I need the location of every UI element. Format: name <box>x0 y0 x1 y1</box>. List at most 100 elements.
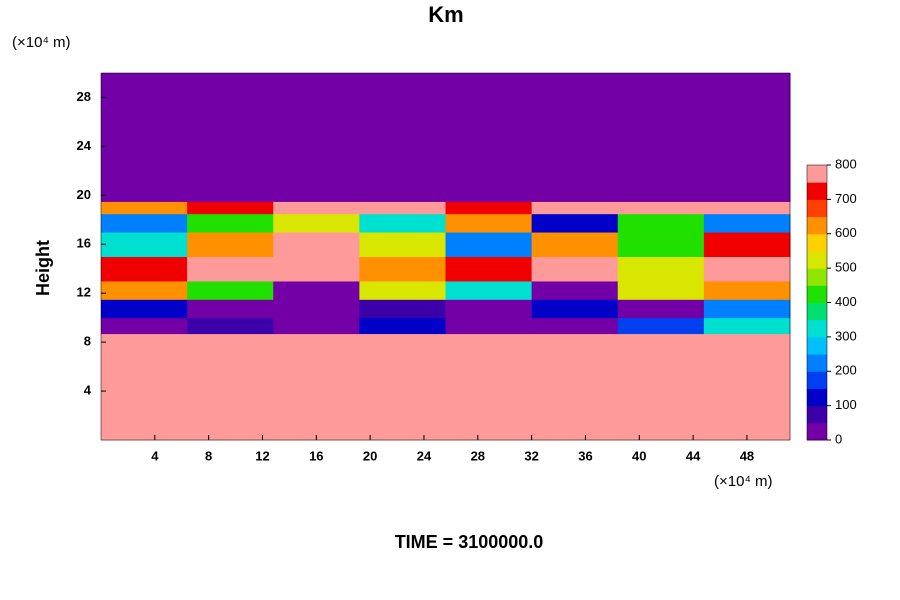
cell <box>617 232 705 257</box>
colorbar-tick-label: 400 <box>835 294 857 309</box>
cell <box>359 280 446 300</box>
cell <box>703 317 791 335</box>
cell <box>445 299 533 319</box>
colorbar-tick-label: 600 <box>835 225 857 240</box>
colorbar-tick-label: 0 <box>835 431 842 446</box>
colorbar-tick-label: 800 <box>835 156 857 171</box>
plot-frame <box>100 72 791 441</box>
y-tick-label: 28 <box>77 89 91 104</box>
x-tick-label: 28 <box>471 448 485 463</box>
cell <box>617 317 705 335</box>
colorbar-swatch <box>807 182 827 200</box>
colorbar-swatch <box>807 268 827 286</box>
cell <box>703 201 791 215</box>
colorbar-tick-label: 300 <box>835 328 857 343</box>
cell <box>101 256 188 282</box>
cell <box>359 333 446 441</box>
x-tick-label: 8 <box>205 448 212 463</box>
colorbar-swatch <box>807 405 827 424</box>
cell <box>187 333 274 441</box>
colorbar-swatch <box>807 319 827 338</box>
x-tick-label: 4 <box>151 448 159 463</box>
cell <box>445 317 533 335</box>
colorbar-swatch <box>807 371 827 389</box>
x-tick-label: 12 <box>255 448 269 463</box>
x-tick-label: 24 <box>417 448 432 463</box>
cell <box>531 280 619 300</box>
cell <box>359 256 446 282</box>
colorbar-swatch <box>807 388 827 407</box>
colorbar-tick-label: 700 <box>835 191 857 206</box>
cell <box>703 232 791 257</box>
cell <box>187 213 274 233</box>
x-tick-label: 36 <box>578 448 592 463</box>
cell <box>101 299 188 319</box>
cell <box>187 232 274 257</box>
cell <box>273 256 360 282</box>
cell <box>101 213 188 233</box>
x-tick-label: 40 <box>632 448 646 463</box>
cell <box>359 299 446 319</box>
cell <box>703 73 791 202</box>
cell <box>445 213 533 233</box>
y-tick-label: 4 <box>84 383 92 398</box>
colorbar-swatch <box>807 336 827 355</box>
cell <box>359 232 446 257</box>
y-tick-label: 20 <box>77 187 91 202</box>
colorbar-swatch <box>807 216 827 235</box>
y-label: Height <box>33 240 53 296</box>
cell <box>187 201 274 215</box>
cell <box>531 201 619 215</box>
cell <box>617 73 705 202</box>
cell <box>101 201 188 215</box>
x-tick-label: 16 <box>309 448 323 463</box>
x-tick-label: 20 <box>363 448 377 463</box>
cell <box>101 280 188 300</box>
colorbar-swatch <box>807 233 827 252</box>
cell <box>617 299 705 319</box>
y-tick-label: 8 <box>84 334 91 349</box>
colorbar-swatch <box>807 199 827 218</box>
cell <box>359 201 446 215</box>
colorbar-tick-label: 500 <box>835 260 857 275</box>
chart-title: Km <box>428 2 463 27</box>
cell <box>703 256 791 282</box>
cell <box>273 232 360 257</box>
cell <box>101 333 188 441</box>
cell <box>273 299 360 319</box>
footer: TIME = 3100000.0 <box>395 532 544 552</box>
cell <box>187 299 274 319</box>
colorbar-swatch <box>807 165 827 183</box>
cell <box>187 280 274 300</box>
cell <box>359 213 446 233</box>
y-unit: (×10⁴ m) <box>12 34 71 51</box>
cell <box>445 73 533 202</box>
cell <box>703 213 791 233</box>
cell <box>703 280 791 300</box>
cell <box>273 333 360 441</box>
cell <box>187 256 274 282</box>
x-tick-label: 44 <box>686 448 701 463</box>
cell <box>531 232 619 257</box>
cell <box>617 280 705 300</box>
x-tick-label: 48 <box>740 448 754 463</box>
cell <box>273 201 360 215</box>
colorbar-tick-label: 200 <box>835 363 857 378</box>
x-unit: (×10⁴ m) <box>714 473 773 490</box>
cell <box>101 73 188 202</box>
cell <box>703 333 791 441</box>
y-tick-label: 16 <box>77 236 91 251</box>
cell <box>273 280 360 300</box>
y-tick-label: 12 <box>77 285 91 300</box>
y-tick-label: 24 <box>77 138 92 153</box>
x-tick-label: 32 <box>524 448 538 463</box>
cell <box>445 256 533 282</box>
cell <box>101 317 188 335</box>
cell <box>617 256 705 282</box>
cell <box>273 317 360 335</box>
colorbar-swatch <box>807 285 827 303</box>
cell <box>445 201 533 215</box>
cell <box>703 299 791 319</box>
